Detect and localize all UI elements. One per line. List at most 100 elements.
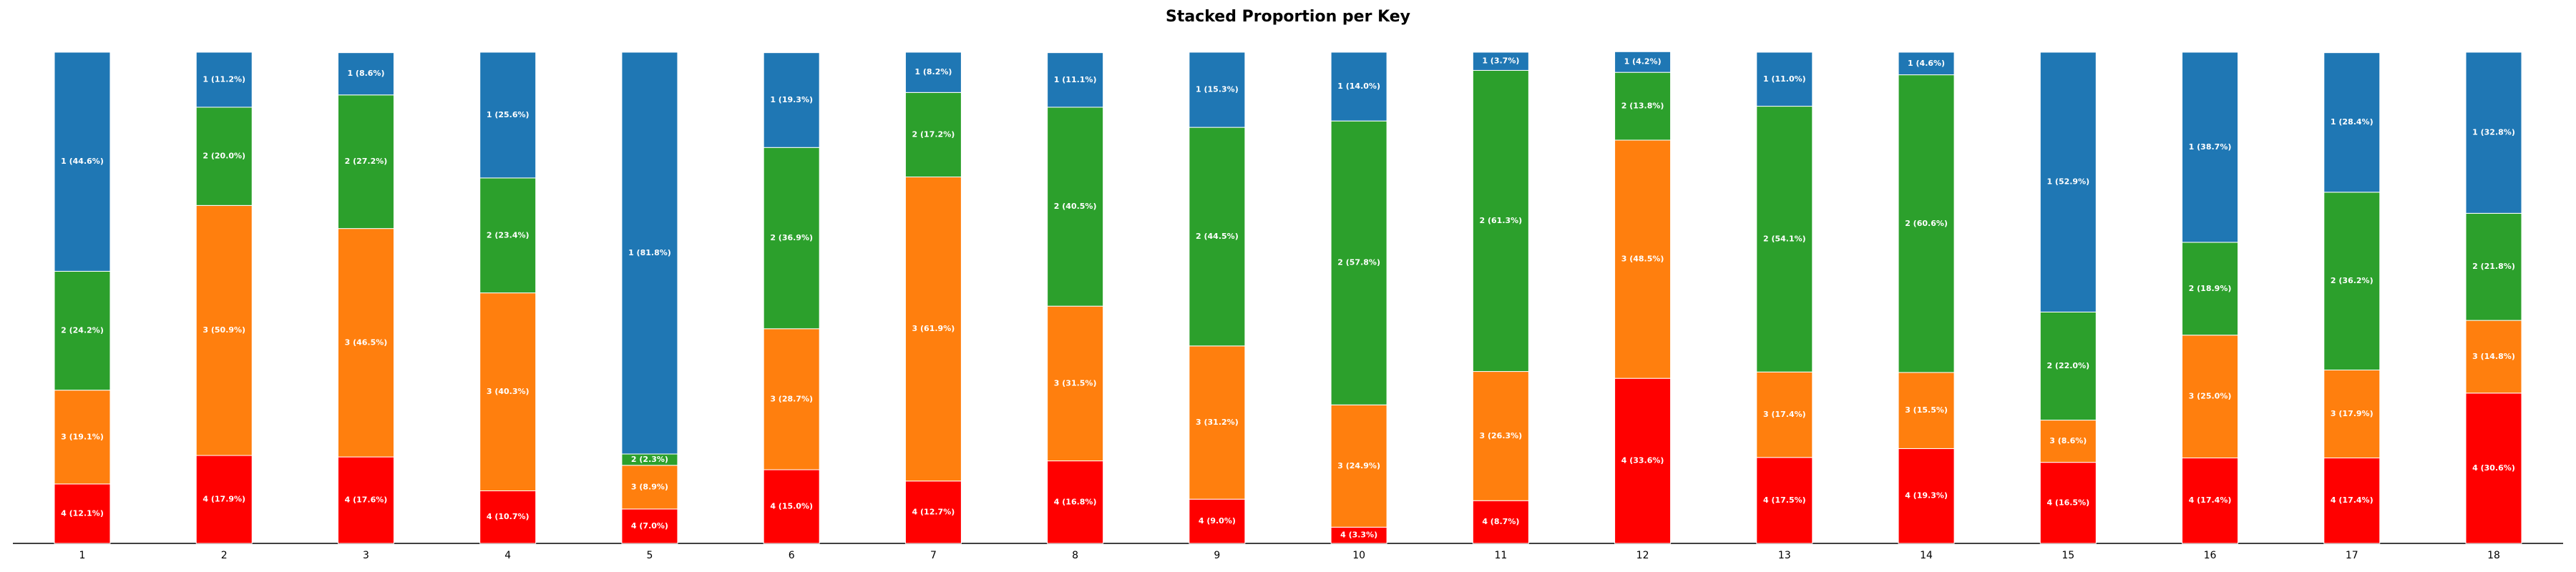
- value-label: 3 (40.3%): [487, 387, 530, 396]
- value-label: 4 (17.4%): [2331, 495, 2373, 505]
- value-label: 2 (23.4%): [487, 230, 530, 240]
- value-label: 4 (12.7%): [912, 507, 955, 516]
- value-label: 4 (16.8%): [1054, 497, 1097, 506]
- bar-segment: [2039, 51, 2097, 312]
- bar-segment: [54, 483, 111, 544]
- bar-segment: [2323, 457, 2381, 544]
- value-label: 1 (32.8%): [2472, 128, 2515, 137]
- x-tick-label: 15: [2062, 550, 2074, 561]
- bar-segment: [1189, 127, 1246, 347]
- bar-segment: [904, 480, 962, 544]
- value-label: 1 (28.4%): [2331, 117, 2373, 127]
- bar-segment: [621, 51, 678, 455]
- bar-segment: [2465, 393, 2522, 544]
- value-label: 3 (31.2%): [1196, 418, 1239, 427]
- bar-segment: [763, 469, 820, 544]
- bar-segment: [1047, 52, 1104, 108]
- bar-segment: [2182, 242, 2239, 336]
- bar-segment: [1756, 106, 1813, 373]
- bar-segment: [2323, 369, 2381, 458]
- bar-segment: [2039, 462, 2097, 544]
- value-label: 1 (11.2%): [203, 74, 245, 84]
- bar-segment: [337, 94, 394, 230]
- x-tick-label: 9: [1214, 550, 1220, 561]
- x-tick-label: 12: [1636, 550, 1649, 561]
- value-label: 2 (36.2%): [2331, 276, 2373, 285]
- value-label: 1 (52.9%): [2046, 177, 2089, 187]
- bar-segment: [2465, 320, 2522, 394]
- bar-segment: [904, 176, 962, 482]
- x-tick-label: 14: [1920, 550, 1933, 561]
- bar-segment: [2465, 212, 2522, 321]
- value-label: 1 (19.3%): [770, 95, 813, 104]
- bar-segment: [479, 177, 537, 294]
- value-label: 4 (33.6%): [1621, 456, 1664, 465]
- value-label: 1 (11.0%): [1763, 74, 1806, 84]
- value-label: 1 (44.6%): [61, 157, 104, 166]
- value-label: 3 (17.9%): [2331, 409, 2373, 418]
- value-label: 2 (61.3%): [1480, 216, 1523, 225]
- bar-segment: [479, 292, 537, 491]
- value-label: 2 (21.8%): [2472, 262, 2515, 271]
- bar-segment: [1330, 51, 1387, 122]
- value-label: 1 (4.2%): [1624, 57, 1662, 66]
- bar-segment: [1472, 371, 1529, 501]
- value-label: 3 (46.5%): [345, 337, 388, 347]
- value-label: 2 (24.2%): [61, 326, 104, 335]
- x-tick-label: 5: [646, 550, 653, 561]
- value-label: 4 (3.3%): [1340, 531, 1377, 540]
- bar-segment: [621, 508, 678, 544]
- value-label: 3 (15.5%): [1905, 405, 1948, 415]
- bar-segment: [763, 147, 820, 330]
- bar-segment: [1472, 51, 1529, 71]
- value-label: 4 (19.3%): [1905, 491, 1948, 500]
- value-label: 3 (8.9%): [631, 482, 668, 491]
- value-label: 1 (8.2%): [914, 67, 952, 77]
- value-label: 3 (48.5%): [1621, 255, 1664, 264]
- value-label: 1 (81.8%): [628, 248, 671, 257]
- value-label: 3 (28.7%): [770, 394, 813, 403]
- bar-segment: [1898, 448, 1955, 544]
- bar-segment: [195, 107, 253, 206]
- value-label: 3 (14.8%): [2472, 352, 2515, 361]
- bar-segment: [54, 51, 111, 272]
- bar-segment: [1189, 51, 1246, 128]
- value-label: 3 (8.6%): [2049, 436, 2087, 445]
- value-label: 3 (26.3%): [1480, 431, 1523, 440]
- bar-segment: [1330, 404, 1387, 528]
- x-tick-label: 3: [363, 550, 369, 561]
- value-label: 4 (10.7%): [487, 512, 530, 521]
- bar-segment: [1614, 378, 1672, 544]
- value-label: 2 (44.5%): [1196, 232, 1239, 241]
- x-tick-label: 10: [1352, 550, 1365, 561]
- bar-segment: [2182, 457, 2239, 544]
- x-tick-label: 8: [1072, 550, 1078, 561]
- bar-segment: [2465, 51, 2522, 214]
- value-label: 1 (14.0%): [1337, 82, 1380, 91]
- bar-segment: [195, 51, 253, 108]
- bar-segment: [1756, 371, 1813, 458]
- bar-segment: [1330, 120, 1387, 405]
- bar-segment: [763, 328, 820, 470]
- bar-segment: [1047, 460, 1104, 544]
- value-label: 4 (12.1%): [61, 508, 104, 518]
- value-label: 1 (8.6%): [347, 69, 384, 78]
- x-tick-label: 13: [1778, 550, 1791, 561]
- value-label: 3 (61.9%): [912, 324, 955, 333]
- bar-segment: [1756, 51, 1813, 107]
- bar-segment: [2323, 192, 2381, 370]
- x-tick-label: 7: [930, 550, 937, 561]
- value-label: 1 (4.6%): [1908, 59, 1945, 68]
- bar-segment: [479, 490, 537, 544]
- bar-segment: [1614, 72, 1672, 141]
- bar-segment: [763, 52, 820, 148]
- bar-segment: [1047, 107, 1104, 307]
- value-label: 4 (16.5%): [2046, 498, 2089, 507]
- value-label: 2 (17.2%): [912, 129, 955, 139]
- x-tick-label: 1: [79, 550, 86, 561]
- value-label: 1 (15.3%): [1196, 85, 1239, 94]
- bar-segment: [195, 455, 253, 544]
- bar-segment: [195, 204, 253, 456]
- x-tick-label: 6: [789, 550, 795, 561]
